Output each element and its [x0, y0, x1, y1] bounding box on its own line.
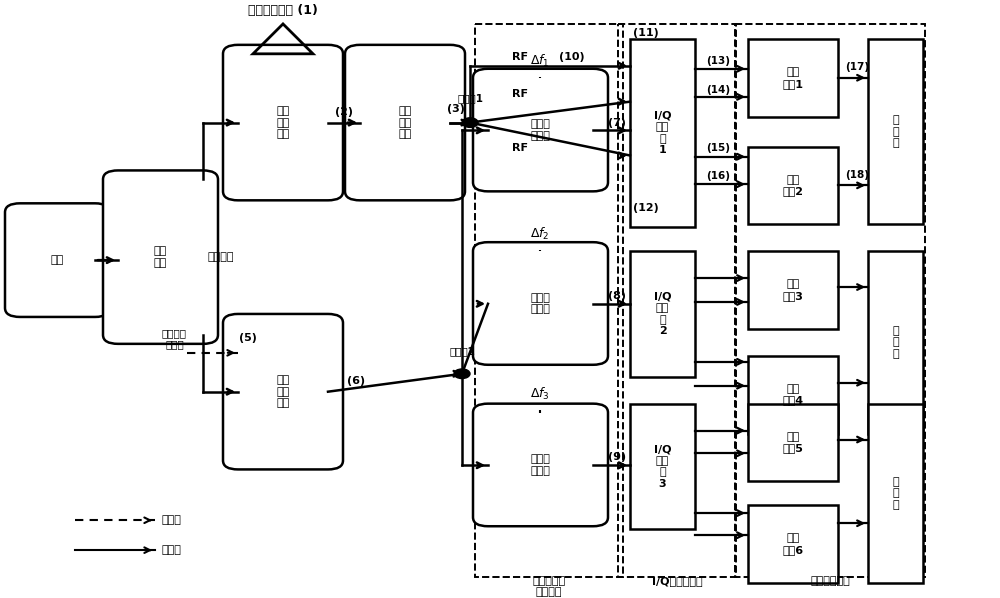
- Text: (14): (14): [706, 85, 730, 94]
- Text: 电
耦
合: 电 耦 合: [892, 326, 899, 359]
- Text: 本振
调制
模块: 本振 调制 模块: [276, 375, 290, 408]
- Text: I/Q
下变
频
1: I/Q 下变 频 1: [654, 111, 671, 155]
- Text: 光分路2: 光分路2: [449, 346, 475, 356]
- Bar: [475, 24, 623, 577]
- FancyBboxPatch shape: [223, 45, 343, 200]
- Text: 光频移组件: 光频移组件: [532, 576, 566, 586]
- Bar: [630, 251, 695, 377]
- Text: 平衡
探测3: 平衡 探测3: [783, 279, 803, 301]
- Circle shape: [454, 369, 470, 379]
- Text: 平衡
探测2: 平衡 探测2: [782, 175, 804, 196]
- Text: (16): (16): [706, 172, 730, 181]
- Text: (3): (3): [447, 105, 465, 114]
- Text: 平衡
探测5: 平衡 探测5: [783, 432, 803, 453]
- Text: (13): (13): [706, 56, 730, 66]
- Text: 第一路
光频移: 第一路 光频移: [531, 119, 550, 141]
- Text: RF: RF: [512, 144, 528, 153]
- Text: 宽带射频信号 (1): 宽带射频信号 (1): [248, 4, 318, 17]
- Text: 平衡
探测6: 平衡 探测6: [782, 533, 804, 555]
- Text: (8): (8): [608, 291, 626, 301]
- Text: I/Q下变频组件: I/Q下变频组件: [652, 576, 702, 586]
- Text: RF: RF: [512, 52, 528, 62]
- Text: (6): (6): [347, 376, 365, 386]
- Bar: [868, 404, 923, 583]
- Bar: [618, 24, 736, 577]
- Text: (15): (15): [706, 144, 730, 153]
- FancyBboxPatch shape: [5, 203, 110, 317]
- Text: (9): (9): [608, 453, 626, 462]
- Text: $\Delta f_3$: $\Delta f_3$: [530, 386, 550, 402]
- Text: 电信号: 电信号: [162, 515, 182, 525]
- FancyBboxPatch shape: [473, 242, 608, 365]
- Bar: [735, 24, 925, 577]
- Text: (17): (17): [845, 62, 869, 72]
- Text: $\Delta f_2$: $\Delta f_2$: [530, 226, 550, 242]
- Text: (5): (5): [239, 333, 257, 343]
- Bar: [868, 39, 923, 224]
- Text: (2): (2): [335, 108, 353, 117]
- Text: 射频
调制
模块: 射频 调制 模块: [276, 106, 290, 139]
- Text: (7): (7): [608, 118, 626, 127]
- Bar: [630, 404, 695, 529]
- Text: (18): (18): [845, 170, 869, 180]
- Text: 激励信号: 激励信号: [536, 587, 562, 597]
- Text: 光分路1: 光分路1: [457, 94, 483, 103]
- Bar: [748, 251, 838, 329]
- Bar: [748, 39, 838, 117]
- Text: $\Delta f_1$: $\Delta f_1$: [530, 53, 550, 69]
- Bar: [748, 356, 838, 434]
- FancyBboxPatch shape: [103, 170, 218, 344]
- Text: 宽带
滤波
模块: 宽带 滤波 模块: [398, 106, 412, 139]
- FancyBboxPatch shape: [223, 314, 343, 469]
- Text: 光信号: 光信号: [162, 545, 182, 555]
- Text: I/Q
下变
频
3: I/Q 下变 频 3: [654, 444, 671, 489]
- Text: I/Q
下变
频
2: I/Q 下变 频 2: [654, 292, 671, 336]
- Circle shape: [462, 118, 478, 127]
- Bar: [748, 147, 838, 224]
- Text: (10): (10): [559, 52, 585, 62]
- Text: 光分
路器: 光分 路器: [154, 246, 167, 268]
- Text: 光分路器: 光分路器: [208, 252, 234, 262]
- Bar: [748, 404, 838, 481]
- Text: 电本振输
入信号: 电本振输 入信号: [162, 328, 187, 349]
- Text: 电
耦
合: 电 耦 合: [892, 115, 899, 148]
- Text: 平衡
探测1: 平衡 探测1: [782, 67, 804, 89]
- Text: 第三路
光频移: 第三路 光频移: [531, 454, 550, 476]
- Text: 平衡
探测4: 平衡 探测4: [782, 384, 804, 405]
- FancyBboxPatch shape: [345, 45, 465, 200]
- Bar: [630, 39, 695, 227]
- Text: 电
耦
合: 电 耦 合: [892, 477, 899, 510]
- Bar: [748, 505, 838, 583]
- Text: (11): (11): [633, 28, 659, 38]
- Text: RF: RF: [512, 89, 528, 99]
- Text: 平衡探测组件: 平衡探测组件: [810, 576, 850, 586]
- Text: 第二路
光频移: 第二路 光频移: [531, 292, 550, 315]
- FancyBboxPatch shape: [473, 404, 608, 526]
- Text: (12): (12): [633, 203, 659, 213]
- Text: 光源: 光源: [51, 255, 64, 265]
- FancyBboxPatch shape: [473, 69, 608, 191]
- Bar: [868, 251, 923, 434]
